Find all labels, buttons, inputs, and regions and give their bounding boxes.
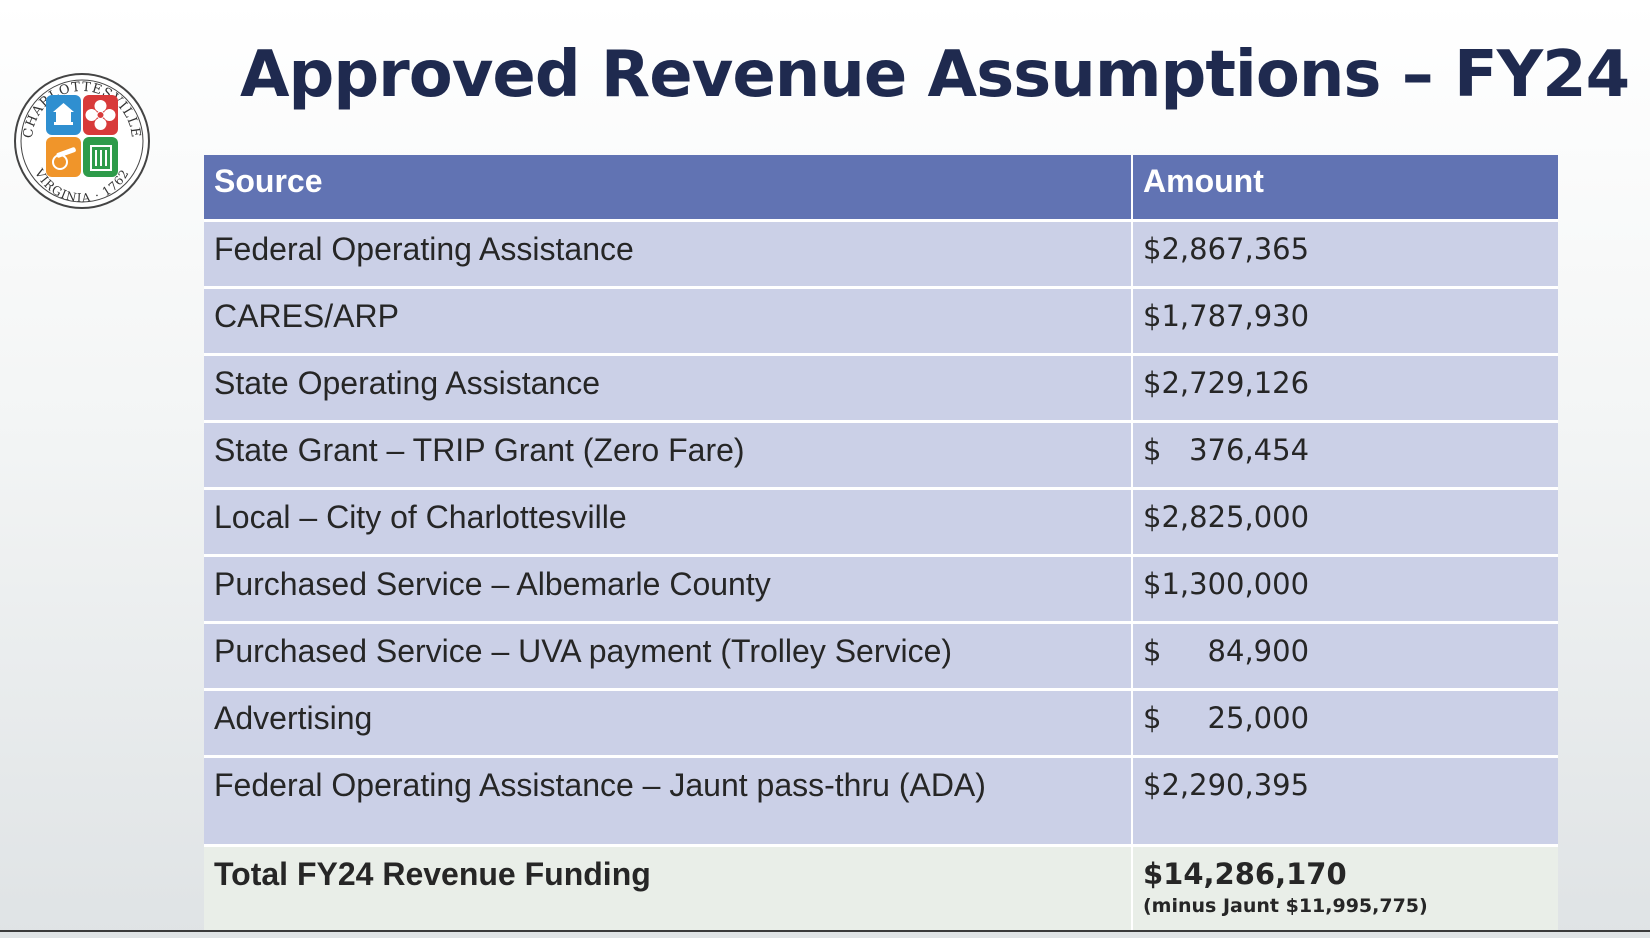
source-cell: Federal Operating Assistance	[204, 220, 1133, 289]
header-source: Source	[204, 155, 1133, 222]
amount-cell: $2,867,365	[1132, 220, 1558, 289]
table-header-row: Source Amount	[204, 155, 1558, 222]
source-cell: Purchased Service – Albemarle County	[204, 555, 1133, 624]
revenue-table-container: Source Amount Federal Operating Assistan…	[204, 155, 1558, 930]
table-row: Federal Operating Assistance $2,867,365	[204, 220, 1558, 289]
source-cell: Federal Operating Assistance – Jaunt pas…	[204, 756, 1133, 847]
total-amount: $14,286,170	[1143, 857, 1347, 891]
table-row: State Grant – TRIP Grant (Zero Fare) $ 3…	[204, 421, 1558, 490]
table-row: Purchased Service – UVA payment (Trolley…	[204, 622, 1558, 691]
amount-cell: $1,787,930	[1132, 287, 1558, 356]
table-row: Purchased Service – Albemarle County $1,…	[204, 555, 1558, 624]
source-cell: State Operating Assistance	[204, 354, 1133, 423]
amount-cell: $ 25,000	[1132, 689, 1558, 758]
total-label: Total FY24 Revenue Funding	[204, 845, 1133, 930]
amount-cell: $ 376,454	[1132, 421, 1558, 490]
table-row: CARES/ARP $1,787,930	[204, 287, 1558, 356]
amount-cell: $ 84,900	[1132, 622, 1558, 691]
table-row: Advertising $ 25,000	[204, 689, 1558, 758]
bottom-divider	[0, 930, 1650, 932]
amount-cell: $2,825,000	[1132, 488, 1558, 557]
total-amount-cell: $14,286,170 (minus Jaunt $11,995,775)	[1132, 845, 1558, 930]
city-seal-logo: CHARLOTTESVILLE VIRGINIA · 1762	[14, 73, 150, 209]
header-amount: Amount	[1132, 155, 1558, 222]
table-row: Federal Operating Assistance – Jaunt pas…	[204, 756, 1558, 847]
source-cell: State Grant – TRIP Grant (Zero Fare)	[204, 421, 1133, 490]
slide-title: Approved Revenue Assumptions – FY24	[240, 38, 1630, 112]
amount-cell: $2,290,395	[1132, 756, 1558, 847]
table-row: State Operating Assistance $2,729,126	[204, 354, 1558, 423]
source-cell: CARES/ARP	[204, 287, 1133, 356]
source-cell: Purchased Service – UVA payment (Trolley…	[204, 622, 1133, 691]
amount-cell: $1,300,000	[1132, 555, 1558, 624]
source-cell: Local – City of Charlottesville	[204, 488, 1133, 557]
table-row: Local – City of Charlottesville $2,825,0…	[204, 488, 1558, 557]
total-note: (minus Jaunt $11,995,775)	[1143, 895, 1428, 917]
revenue-table: Source Amount Federal Operating Assistan…	[204, 155, 1558, 930]
source-cell: Advertising	[204, 689, 1133, 758]
total-row: Total FY24 Revenue Funding $14,286,170 (…	[204, 845, 1558, 930]
amount-cell: $2,729,126	[1132, 354, 1558, 423]
